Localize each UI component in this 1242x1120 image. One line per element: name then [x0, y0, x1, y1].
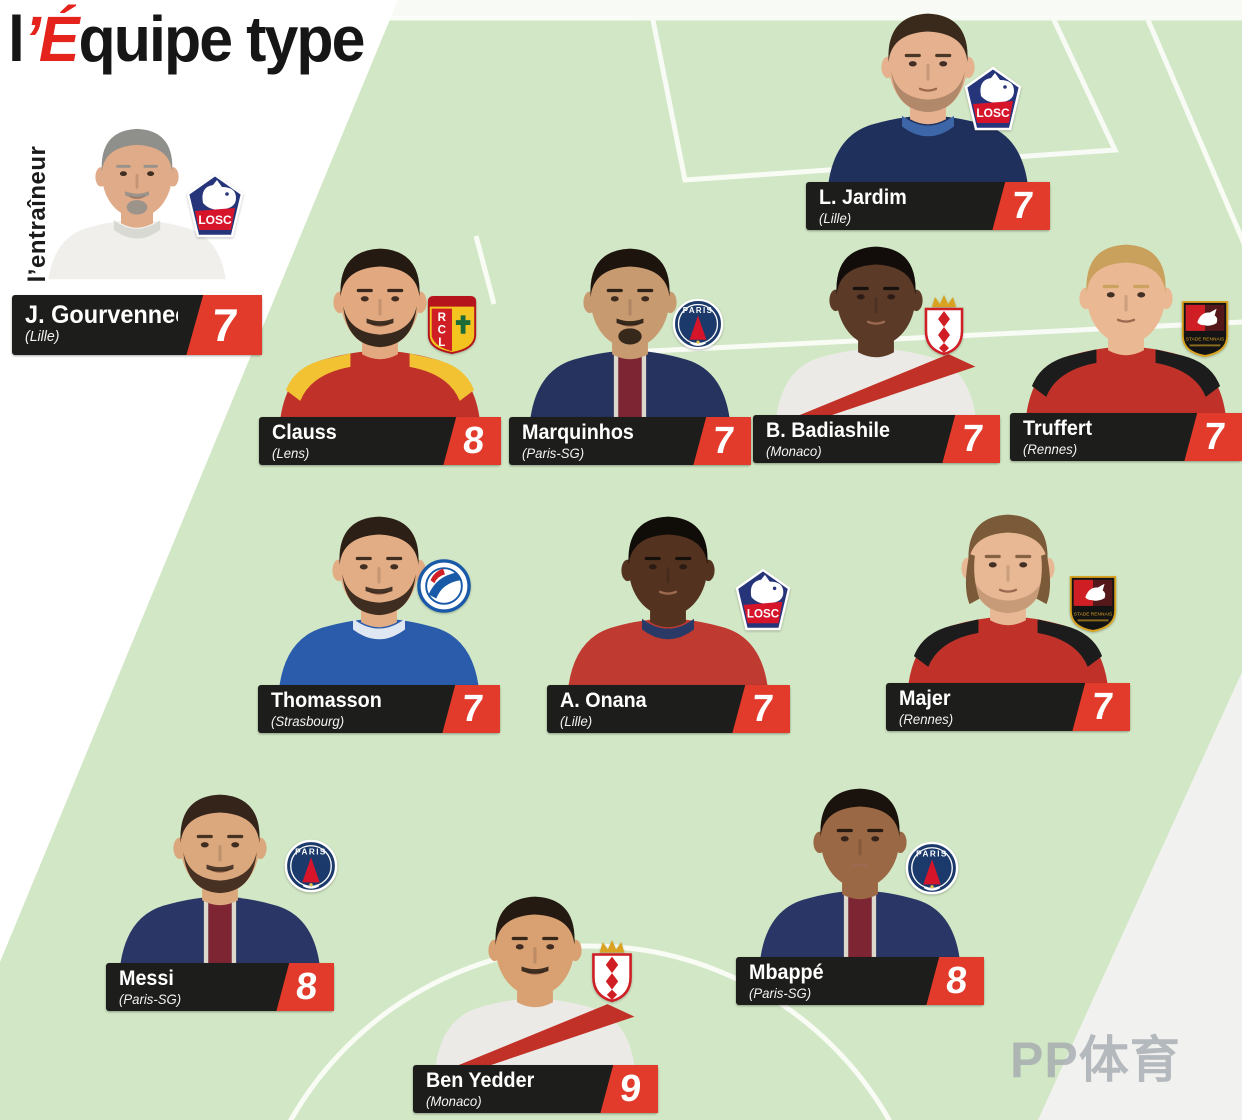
player-name: Marquinhos	[522, 421, 634, 444]
title-part: l	[8, 3, 25, 75]
player-photo	[505, 245, 755, 417]
player-plate: A. Onana (Lille) 7	[547, 685, 790, 733]
player-photo	[410, 893, 660, 1065]
title-accent: ’É	[23, 3, 80, 75]
club-badge-rcl: R C L	[424, 294, 480, 356]
svg-text:PARIS: PARIS	[295, 847, 327, 856]
player-name: Majer	[899, 687, 951, 710]
svg-text:STADE RENNAIS: STADE RENNAIS	[1074, 612, 1112, 618]
player-photo	[254, 513, 504, 685]
player-club: (Monaco)	[426, 1093, 482, 1109]
player-rating: 7	[942, 415, 1000, 463]
club-badge-psg: PARIS	[284, 839, 338, 893]
player-rating: 7	[693, 417, 751, 465]
club-badge-psg: PARIS	[905, 841, 959, 895]
player-photo	[803, 10, 1053, 182]
svg-text:L: L	[438, 337, 445, 349]
player-photo	[543, 513, 793, 685]
title-part: quipe type	[78, 3, 366, 75]
club-badge-psg: PARIS	[672, 298, 724, 350]
player-club: (Rennes)	[899, 711, 954, 727]
page-title: l’Équipe type	[8, 2, 366, 76]
player-rating: 9	[600, 1065, 658, 1113]
player-club: (Lille)	[819, 210, 852, 226]
player-name: Truffert	[1023, 417, 1093, 440]
player-rating: 8	[926, 957, 984, 1005]
bottom-right-white-wedge	[1038, 672, 1242, 1120]
player-plate: Marquinhos (Paris-SG) 7	[509, 417, 751, 465]
player-name: B. Badiashile	[766, 419, 890, 442]
player-plate: Ben Yedder (Monaco) 9	[413, 1065, 658, 1113]
watermark-pp-sports: PP体育	[1010, 1032, 1181, 1088]
player-photo	[735, 785, 985, 957]
player-photo	[95, 791, 345, 963]
player-name: Ben Yedder	[426, 1069, 535, 1092]
coach-photo	[37, 110, 237, 295]
club-badge-asm	[916, 293, 972, 357]
svg-text:C: C	[438, 325, 447, 337]
player-name: Thomasson	[271, 689, 382, 712]
player-club: (Lens)	[272, 445, 310, 461]
club-badge-losc: LOSC	[963, 66, 1023, 132]
player-plate: Clauss (Lens) 8	[259, 417, 501, 465]
player-photo	[255, 245, 505, 417]
player-rating: 7	[732, 685, 790, 733]
coach-club: (Lille)	[25, 328, 60, 345]
player-plate: Thomasson (Strasbourg) 7	[258, 685, 500, 733]
player-rating: 8	[443, 417, 501, 465]
svg-text:LOSC: LOSC	[198, 213, 232, 227]
player-rating: 7	[1072, 683, 1130, 731]
player-rating: 7	[1184, 413, 1242, 461]
player-photo	[1001, 241, 1242, 413]
player-rating: 7	[442, 685, 500, 733]
svg-text:PARIS: PARIS	[916, 849, 948, 858]
player-plate: Majer (Rennes) 7	[886, 683, 1130, 731]
player-plate: L. Jardim (Lille) 7	[806, 182, 1050, 230]
player-name: Messi	[119, 967, 174, 990]
player-club: (Paris-SG)	[749, 985, 812, 1001]
coach-name: J. Gourvennec	[25, 301, 178, 329]
coach-plate: J. Gourvennec (Lille) 7	[12, 295, 262, 355]
club-badge-srfc: STADE RENNAIS	[1065, 572, 1121, 634]
player-name: L. Jardim	[819, 186, 907, 209]
club-badge-rcsa	[417, 559, 471, 613]
player-name: Mbappé	[749, 961, 824, 984]
player-photo	[751, 243, 1001, 415]
coach-rating: 7	[186, 295, 262, 355]
player-plate: Mbappé (Paris-SG) 8	[736, 957, 984, 1005]
player-photo	[883, 511, 1133, 683]
svg-text:STADE RENNAIS: STADE RENNAIS	[1186, 337, 1224, 343]
player-plate: Messi (Paris-SG) 8	[106, 963, 334, 1011]
player-club: (Paris-SG)	[522, 445, 585, 461]
club-badge-asm	[583, 938, 641, 1004]
player-club: (Paris-SG)	[119, 991, 182, 1007]
club-badge-srfc: STADE RENNAIS	[1177, 297, 1233, 359]
player-name: Clauss	[272, 421, 337, 444]
player-rating: 8	[276, 963, 334, 1011]
player-club: (Monaco)	[766, 443, 822, 459]
svg-text:R: R	[438, 312, 447, 324]
svg-text:PARIS: PARIS	[683, 306, 713, 315]
svg-text:LOSC: LOSC	[976, 106, 1010, 120]
player-club: (Lille)	[560, 713, 593, 729]
player-club: (Rennes)	[1023, 441, 1078, 457]
svg-text:LOSC: LOSC	[747, 607, 780, 620]
club-badge-losc: LOSC	[734, 568, 792, 632]
player-club: (Strasbourg)	[271, 713, 345, 729]
player-plate: B. Badiashile (Monaco) 7	[753, 415, 1000, 463]
player-name: A. Onana	[560, 689, 647, 712]
player-plate: Truffert (Rennes) 7	[1010, 413, 1242, 461]
club-badge-losc: LOSC	[185, 173, 245, 239]
player-rating: 7	[992, 182, 1050, 230]
